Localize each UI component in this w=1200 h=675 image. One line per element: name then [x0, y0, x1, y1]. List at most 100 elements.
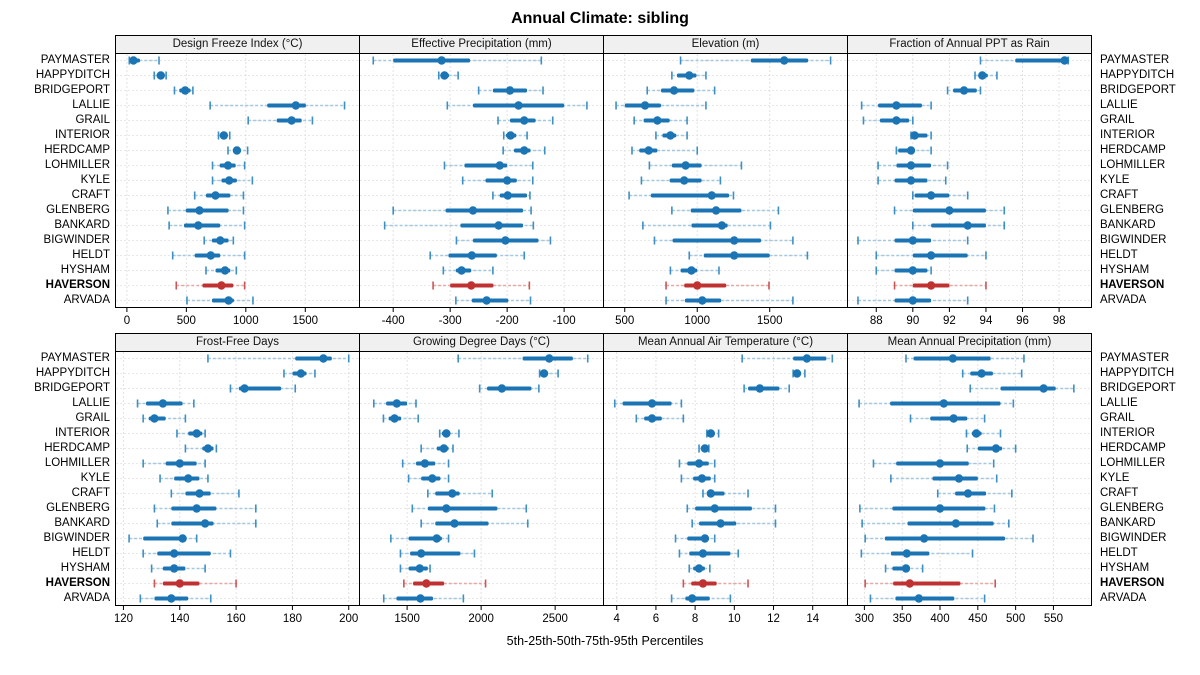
median-dot: [717, 221, 727, 230]
percentile-row-heldt: [875, 251, 987, 260]
percentile-row-lallie: [136, 399, 195, 408]
percentile-row-hysham: [875, 266, 932, 275]
station-label-glenberg: GLENBERG: [46, 502, 110, 514]
plot-frame: [115, 351, 360, 606]
percentile-row-bigwinder: [857, 236, 969, 245]
axis-tick-label: 120: [115, 613, 133, 625]
median-dot: [698, 296, 707, 305]
percentile-row-heldt: [429, 251, 526, 260]
station-label-paymaster: PAYMASTER: [1100, 54, 1170, 66]
median-dot: [906, 161, 916, 170]
panel-mean-annual-air-temperature-c: Mean Annual Air Temperature (°C) 4 6 8 10 12 1…: [603, 333, 848, 628]
percentile-row-haverson: [153, 579, 237, 588]
station-label-happyditch: HAPPYDITCH: [1100, 69, 1175, 81]
axis-tick-label: 90: [906, 315, 919, 327]
percentile-row-lohmiller: [678, 459, 716, 468]
iqr-bar-25-75: [893, 581, 961, 586]
iqr-bar-25-75: [695, 506, 752, 511]
iqr-bar-25-75: [393, 58, 471, 63]
percentile-row-interior: [217, 131, 231, 140]
median-dot: [158, 399, 168, 408]
median-dot: [892, 116, 901, 125]
station-label-bridgeport: BRIDGEPORT: [1100, 84, 1176, 96]
station-label-grail: GRAIL: [1100, 412, 1135, 424]
median-dot: [319, 354, 328, 363]
axis-tick-label: 8: [692, 613, 698, 625]
percentile-row-bigwinder: [674, 534, 716, 543]
panel-title: Elevation (m): [603, 35, 848, 53]
median-dot: [905, 579, 914, 588]
axis-tick-label: 1000: [684, 315, 710, 327]
station-label-hysham: HYSHAM: [1100, 264, 1150, 276]
iqr-bar-25-75: [157, 551, 211, 556]
median-dot: [520, 146, 529, 155]
axis-tick-label: 200: [339, 613, 358, 625]
station-labels-left-bottom: PAYMASTER HAPPYDITCH BRIDGEPORT LALLIE GRAIL…: [0, 333, 115, 628]
percentile-row-happyditch: [792, 369, 806, 378]
percentile-row-lohmiller: [872, 459, 995, 468]
percentile-row-bankard: [420, 519, 529, 528]
axis-tick-label: -300: [439, 315, 462, 327]
median-dot: [506, 131, 515, 140]
median-dot: [669, 86, 679, 95]
percentile-row-lohmiller: [648, 161, 743, 170]
axis-tick-label: 500: [1006, 613, 1025, 625]
station-label-lohmiller: LOHMILLER: [44, 159, 110, 171]
percentile-row-bankard: [912, 221, 1006, 230]
median-dot: [180, 86, 190, 95]
median-dot: [901, 564, 911, 573]
median-dot: [232, 146, 242, 155]
iqr-bar-25-75: [1015, 58, 1067, 63]
station-label-kyle: KYLE: [1100, 174, 1130, 186]
percentile-row-lohmiller: [877, 161, 949, 170]
percentile-row-lohmiller: [211, 161, 246, 170]
station-label-arvada: ARVADA: [63, 294, 110, 306]
median-dot: [919, 534, 929, 543]
axis-tick-label: -200: [496, 315, 519, 327]
iqr-bar-25-75: [684, 283, 727, 288]
station-label-interior: INTERIOR: [1100, 129, 1155, 141]
median-dot: [755, 384, 764, 393]
axis-tick-label: -400: [382, 315, 405, 327]
station-label-grail: GRAIL: [75, 114, 110, 126]
station-labels-left-top: PAYMASTER HAPPYDITCH BRIDGEPORT LALLIE GRAIL…: [0, 35, 115, 330]
percentile-row-herdcamp: [698, 444, 710, 453]
axis-tick-label: 2000: [468, 613, 494, 625]
station-label-glenberg: GLENBERG: [46, 204, 110, 216]
percentile-row-heldt: [860, 549, 974, 558]
station-label-lallie: LALLIE: [1100, 397, 1138, 409]
percentile-row-interior: [706, 429, 720, 438]
station-label-paymaster: PAYMASTER: [40, 54, 110, 66]
median-dot: [939, 399, 948, 408]
iqr-bar-25-75: [750, 58, 809, 63]
median-dot: [502, 176, 512, 185]
station-label-bankard: BANKARD: [54, 517, 110, 529]
percentile-row-grail: [382, 414, 420, 423]
median-dot: [902, 549, 911, 558]
station-label-bigwinder: BIGWINDER: [1100, 234, 1167, 246]
median-dot: [687, 266, 696, 275]
station-label-bankard: BANKARD: [1100, 219, 1156, 231]
iqr-bar-25-75: [931, 223, 986, 228]
percentile-row-lallie: [858, 399, 1015, 408]
station-label-bridgeport: BRIDGEPORT: [1100, 382, 1176, 394]
median-dot: [224, 176, 234, 185]
percentile-row-herdcamp: [420, 444, 454, 453]
percentile-row-bankard: [383, 221, 535, 230]
axis-tick-label: 500: [615, 315, 634, 327]
median-dot: [296, 369, 306, 378]
percentile-row-grail: [635, 414, 685, 423]
median-dot: [694, 459, 704, 468]
median-dot: [420, 459, 430, 468]
header-spacer: [1095, 35, 1200, 53]
station-label-lohmiller: LOHMILLER: [1100, 457, 1166, 469]
station-label-craft: CRAFT: [71, 487, 110, 499]
median-dot: [698, 549, 708, 558]
median-dot: [220, 266, 230, 275]
percentile-row-haverson: [893, 281, 987, 290]
percentile-row-hysham: [669, 266, 720, 275]
median-dot: [156, 71, 165, 80]
median-dot: [216, 236, 225, 245]
median-dot: [415, 564, 424, 573]
panel-mean-annual-precipitation-mm: Mean Annual Precipitation (mm) 300 350 400 4…: [847, 333, 1092, 628]
